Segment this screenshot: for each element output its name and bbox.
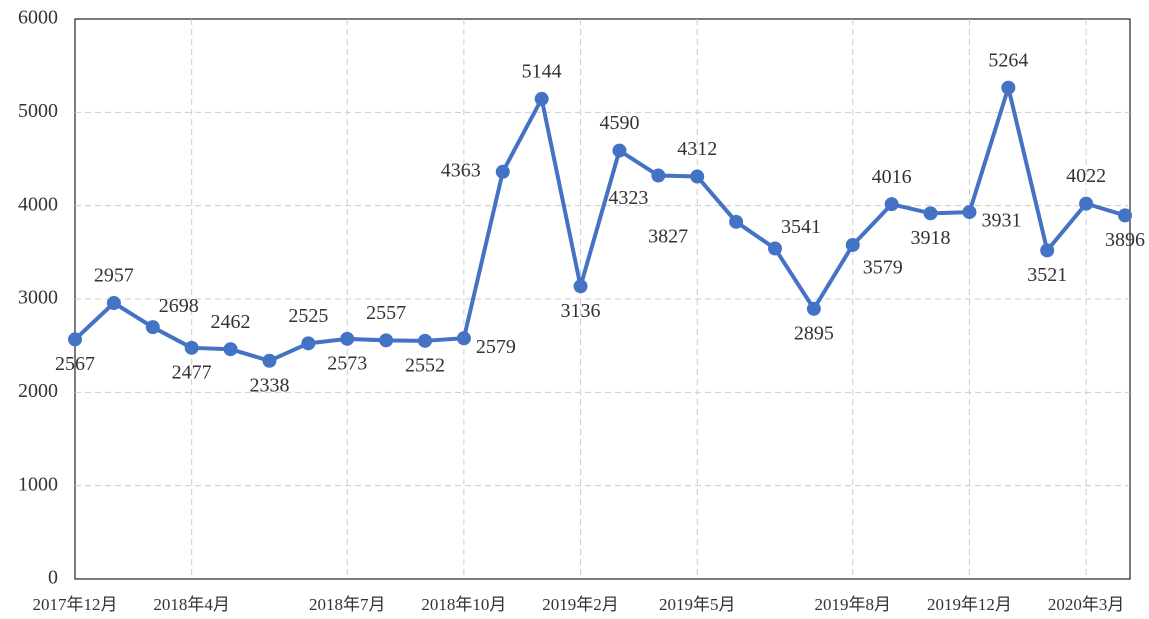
data-label: 3896: [1105, 229, 1145, 251]
point: [106, 296, 121, 311]
y-tick-label: 3000: [18, 287, 58, 309]
point: [768, 241, 782, 256]
point: [262, 353, 277, 368]
data-label: 5144: [522, 60, 562, 82]
data-label: 4590: [599, 112, 639, 134]
data-label: 4363: [441, 159, 481, 181]
data-label: 3136: [561, 300, 601, 322]
data-label: 4022: [1066, 165, 1106, 187]
point: [340, 331, 355, 346]
data-label: 3541: [781, 216, 821, 238]
x-tick-label: 2019年2月: [542, 595, 619, 614]
point: [184, 340, 199, 355]
point: [1001, 80, 1016, 95]
x-tick-label: 2019年5月: [659, 595, 736, 614]
point: [534, 91, 549, 106]
plot-frame: [74, 18, 1131, 580]
data-label: 2895: [794, 322, 834, 344]
x-tick-label: 2019年12月: [927, 595, 1012, 614]
y-tick-label: 5000: [18, 100, 58, 122]
data-label: 2573: [327, 352, 367, 374]
data-label: 4323: [608, 187, 648, 209]
point: [1118, 208, 1132, 223]
point: [495, 164, 510, 179]
data-label: 3827: [648, 225, 688, 247]
point: [923, 206, 938, 221]
point: [690, 169, 705, 184]
point: [418, 333, 432, 348]
data-label: 2462: [211, 311, 251, 333]
x-tick-label: 2017年12月: [33, 595, 118, 614]
point: [845, 237, 860, 252]
data-label: 4312: [677, 138, 717, 160]
x-tick-label: 2019年8月: [815, 595, 892, 614]
point: [806, 301, 821, 316]
data-label: 2338: [249, 374, 289, 396]
point: [1040, 243, 1055, 258]
point: [884, 197, 899, 212]
point: [456, 331, 471, 346]
data-label: 2552: [405, 354, 445, 376]
x-tick-label: 2020年3月: [1048, 595, 1125, 614]
point: [612, 143, 627, 158]
line: [73, 85, 1126, 363]
point: [379, 333, 394, 348]
data-label: 2567: [55, 353, 95, 375]
data-label: 3579: [863, 257, 903, 279]
data-label: 4016: [872, 166, 912, 188]
data-label: 2579: [476, 336, 516, 358]
x-tick-label: 2018年4月: [153, 595, 230, 614]
data-label: 2957: [94, 265, 134, 287]
y-tick-label: 6000: [18, 7, 58, 29]
point: [651, 168, 666, 183]
point: [1079, 196, 1094, 211]
data-label: 5264: [988, 49, 1028, 71]
y-tick-label: 4000: [18, 193, 58, 215]
point: [573, 279, 588, 294]
data-label: 3521: [1027, 264, 1067, 286]
point: [962, 205, 977, 220]
data-label: 3918: [911, 227, 951, 249]
y-tick-label: 0: [48, 567, 58, 589]
point: [301, 336, 316, 351]
point: [68, 332, 82, 347]
data-label: 2698: [159, 295, 199, 317]
x-tick-label: 2018年10月: [421, 595, 506, 614]
data-label: 2525: [288, 305, 328, 327]
data-label: 2477: [172, 361, 212, 383]
y-tick-label: 1000: [18, 473, 58, 495]
data-label: 3931: [981, 210, 1021, 232]
data-label: 2557: [366, 302, 406, 324]
point: [145, 320, 160, 335]
point: [729, 214, 744, 229]
point: [223, 342, 238, 357]
x-tick-label: 2018年7月: [309, 595, 386, 614]
y-tick-label: 2000: [18, 380, 58, 402]
